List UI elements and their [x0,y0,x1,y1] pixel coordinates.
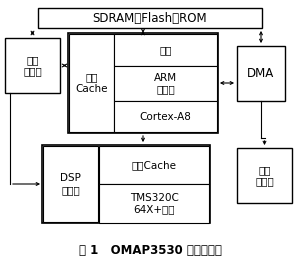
Bar [5,38,60,93]
Text: SDRAM，Flash，ROM: SDRAM，Flash，ROM [93,11,207,25]
Text: 图 1   OMAP3530 的硬件结构: 图 1 OMAP3530 的硬件结构 [79,244,221,257]
Bar [99,184,209,223]
Bar [69,34,114,132]
Bar [42,145,210,223]
Bar [43,146,98,222]
Bar [237,46,285,101]
Text: 数据: 数据 [159,45,172,55]
Text: 指令Cache: 指令Cache [131,160,176,170]
Bar [114,34,217,66]
Bar [114,101,217,132]
Text: DMA: DMA [248,67,274,80]
Bar [68,33,218,133]
Text: Cortex-A8: Cortex-A8 [140,112,191,121]
Text: ARM
子系统: ARM 子系统 [154,73,177,94]
Text: 指令
Cache: 指令 Cache [75,72,108,94]
Text: 流量
控制器: 流量 控制器 [23,55,42,76]
Text: TMS320C
64X+内核: TMS320C 64X+内核 [130,193,178,214]
Text: 液晶
控制器: 液晶 控制器 [255,165,274,186]
Bar [99,146,209,184]
Text: DSP
子系统: DSP 子系统 [60,173,81,195]
Bar [114,66,217,101]
Bar [38,8,262,28]
Bar [237,148,292,203]
